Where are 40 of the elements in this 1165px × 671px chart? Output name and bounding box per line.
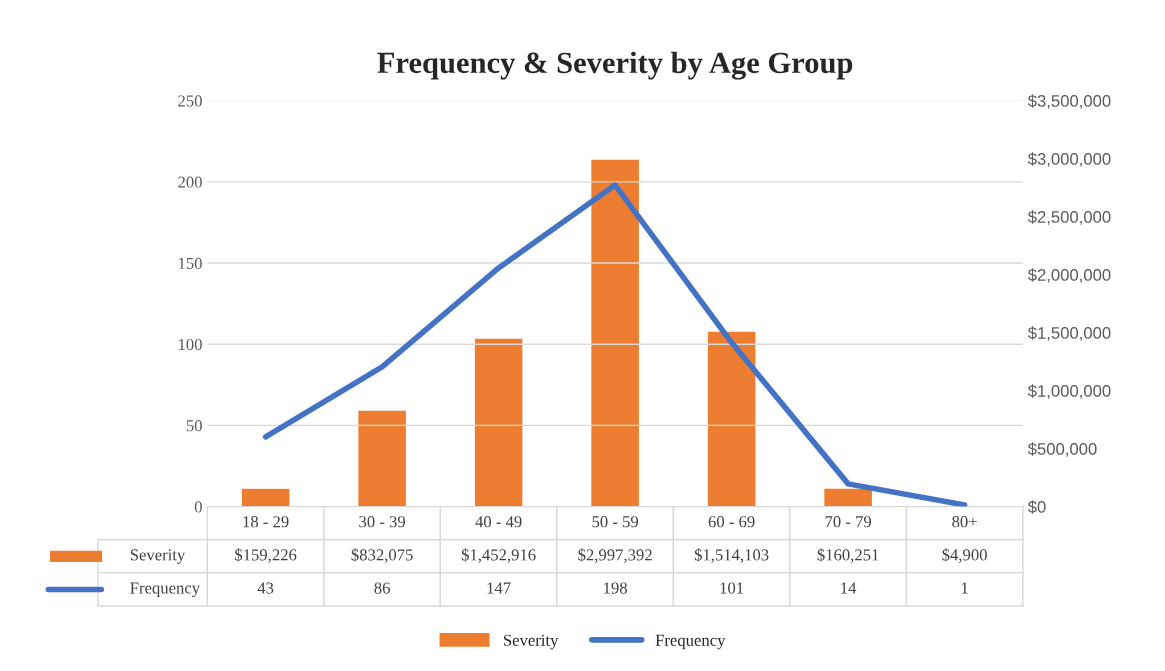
data-label: $160,251 — [817, 548, 879, 563]
y2-tick-label: $3,000,000 — [1027, 152, 1111, 167]
legend-label: Frequency — [130, 582, 201, 598]
y2-tick-label: $1,000,000 — [1027, 384, 1111, 399]
x-tick-label: 80+ — [952, 516, 977, 528]
y2-tick-label: $500,000 — [1027, 442, 1097, 457]
data-label: $2,997,392 — [578, 548, 652, 563]
y-tick-label: 200 — [178, 176, 202, 188]
x-tick-label: 30 - 39 — [359, 516, 406, 528]
data-label: $1,452,916 — [461, 548, 536, 563]
x-tick-label: 40 - 49 — [475, 516, 522, 528]
y-tick-label: 100 — [178, 338, 202, 351]
y-tick-label: 0 — [194, 501, 202, 513]
x-tick-label: 70 - 79 — [825, 516, 872, 528]
x-tick-label: 18 - 29 — [243, 516, 289, 528]
data-label: 101 — [720, 582, 744, 594]
y2-tick-label: $0 — [1027, 500, 1046, 514]
y-tick-label: 250 — [178, 95, 202, 107]
text: Frequency — [655, 634, 726, 650]
data-label: $832,075 — [351, 548, 413, 563]
data-label: 86 — [374, 582, 390, 594]
y-tick-label: 50 — [186, 420, 202, 432]
y2-tick-label: $1,500,000 — [1027, 326, 1111, 341]
data-label: $1,514,103 — [694, 548, 769, 563]
legend-label: Severity — [130, 549, 186, 564]
data-label: 198 — [604, 582, 627, 594]
data-label: 14 — [841, 582, 857, 594]
data-label: $4,900 — [942, 548, 987, 563]
chart-title: Frequency & Severity by Age Group — [377, 51, 853, 80]
y2-tick-label: $2,000,000 — [1027, 268, 1111, 283]
data-label: 147 — [487, 582, 511, 594]
y2-tick-label: $2,500,000 — [1027, 210, 1111, 225]
y2-tick-label: $3,500,000 — [1027, 94, 1111, 109]
y-tick-label: 150 — [178, 257, 202, 269]
data-label: 43 — [257, 582, 274, 594]
x-tick-label: 60 - 69 — [708, 516, 755, 528]
text: Severity — [504, 634, 559, 650]
x-tick-label: 50 - 59 — [592, 516, 639, 528]
data-label: $159,226 — [235, 548, 297, 563]
data-label: 1 — [961, 582, 968, 594]
